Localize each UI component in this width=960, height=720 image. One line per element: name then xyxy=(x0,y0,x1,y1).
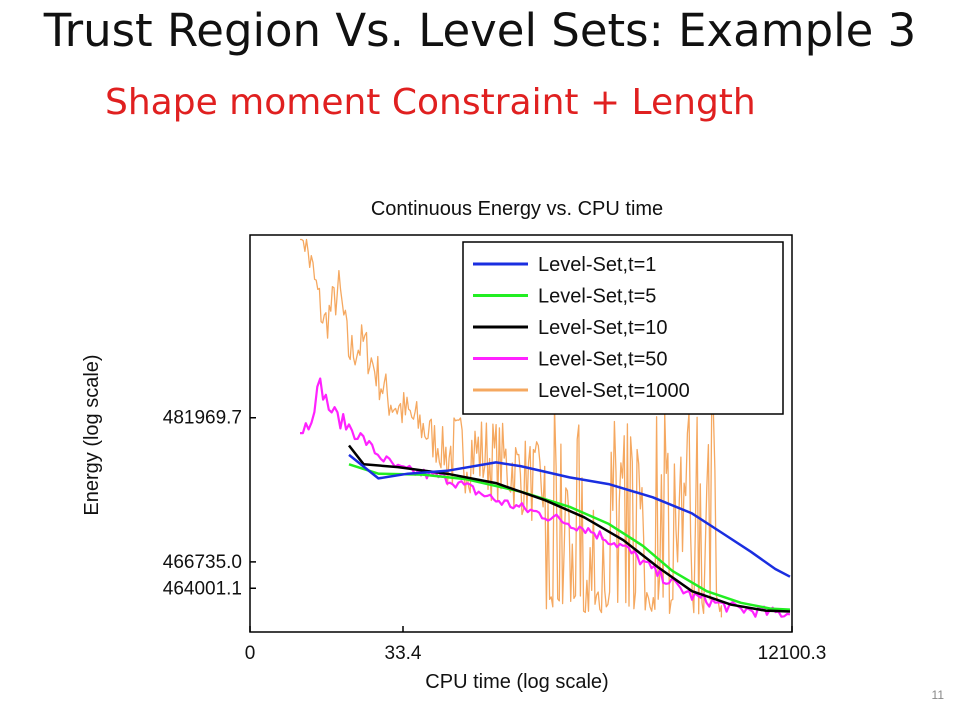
legend-label: Level-Set,t=10 xyxy=(538,317,668,339)
page-number: 11 xyxy=(931,688,944,702)
series-line-level-set-t-1000 xyxy=(300,238,723,618)
x-tick-label: 0 xyxy=(245,643,256,664)
legend: Level-Set,t=1 Level-Set,t=5 Level-Set,t=10… xyxy=(462,241,784,415)
x-axis-label: CPU time (log scale) xyxy=(425,671,608,693)
slide-subtitle: Shape moment Constraint + Length xyxy=(105,82,756,123)
x-tick-label: 12100.3 xyxy=(758,643,827,664)
series-line-level-set-t-5 xyxy=(348,463,791,611)
slide-title: Trust Region Vs. Level Sets: Example 3 xyxy=(43,4,917,57)
y-tick-label: 464001.1 xyxy=(163,578,242,599)
legend-label: Level-Set,t=1 xyxy=(538,254,656,276)
y-tick-label: 481969.7 xyxy=(163,408,242,429)
y-axis-label: Energy (log scale) xyxy=(81,354,103,515)
series-line-level-set-t-10 xyxy=(348,444,791,613)
legend-label: Level-Set,t=5 xyxy=(538,286,656,308)
chart-title: Continuous Energy vs. CPU time xyxy=(371,198,663,220)
x-tick-label: 33.4 xyxy=(385,643,422,664)
series-line-level-set-t-1 xyxy=(348,453,791,578)
series-line-level-set-t-50 xyxy=(300,377,791,618)
plot-frame xyxy=(249,234,793,633)
legend-label: Level-Set,t=50 xyxy=(538,349,668,371)
y-tick-label: 466735.0 xyxy=(163,552,242,573)
legend-label: Level-Set,t=1000 xyxy=(538,380,690,402)
